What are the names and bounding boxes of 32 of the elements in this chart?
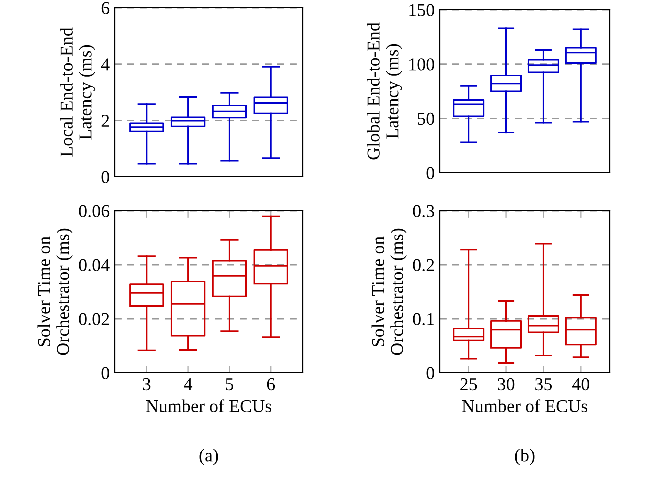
x-axis-title: Number of ECUs — [462, 400, 588, 412]
y-tick-label: 50 — [418, 112, 434, 126]
x-tick-label: 3 — [143, 378, 151, 391]
x-axis-title: Number of ECUs — [146, 400, 272, 412]
y-tick-label: 0 — [426, 167, 434, 180]
x-tick-label: 35 — [536, 378, 552, 391]
x-tick-label: 6 — [267, 378, 276, 391]
y-axis-title: Solver Time on Orchestrator (ms) — [38, 228, 73, 356]
x-tick-label: 30 — [498, 378, 515, 391]
y-tick-label: 0 — [102, 367, 110, 380]
y-tick-label: 150 — [410, 4, 434, 16]
y-tick-label: 0 — [102, 171, 110, 184]
y-tick-label: 6 — [102, 2, 110, 14]
y-tick-label: 4 — [101, 58, 110, 71]
y-axis-title: Global End-to-End Latency (ms) — [367, 22, 402, 160]
x-tick-label: 25 — [460, 378, 478, 391]
y-tick-label: 0.06 — [79, 205, 110, 218]
y-tick-label: 0 — [426, 367, 434, 380]
x-tick-label: 4 — [184, 378, 193, 390]
y-tick-label: 0.04 — [79, 259, 110, 272]
y-tick-label: 0.3 — [413, 205, 434, 218]
y-tick-label: 0.2 — [413, 259, 434, 272]
y-axis-title: Solver Time on Orchestrator (ms) — [372, 228, 408, 356]
x-tick-label: 5 — [226, 378, 234, 391]
text: (b) — [515, 449, 535, 466]
y-tick-label: 0.1 — [413, 313, 434, 326]
y-tick-label: 100 — [410, 58, 434, 71]
y-tick-label: 0.02 — [79, 313, 110, 326]
text: (a) — [200, 449, 218, 466]
x-tick-label: 40 — [572, 378, 590, 391]
y-tick-label: 2 — [102, 114, 110, 127]
y-axis-title: Local End-to-End Latency (ms) — [60, 28, 96, 157]
